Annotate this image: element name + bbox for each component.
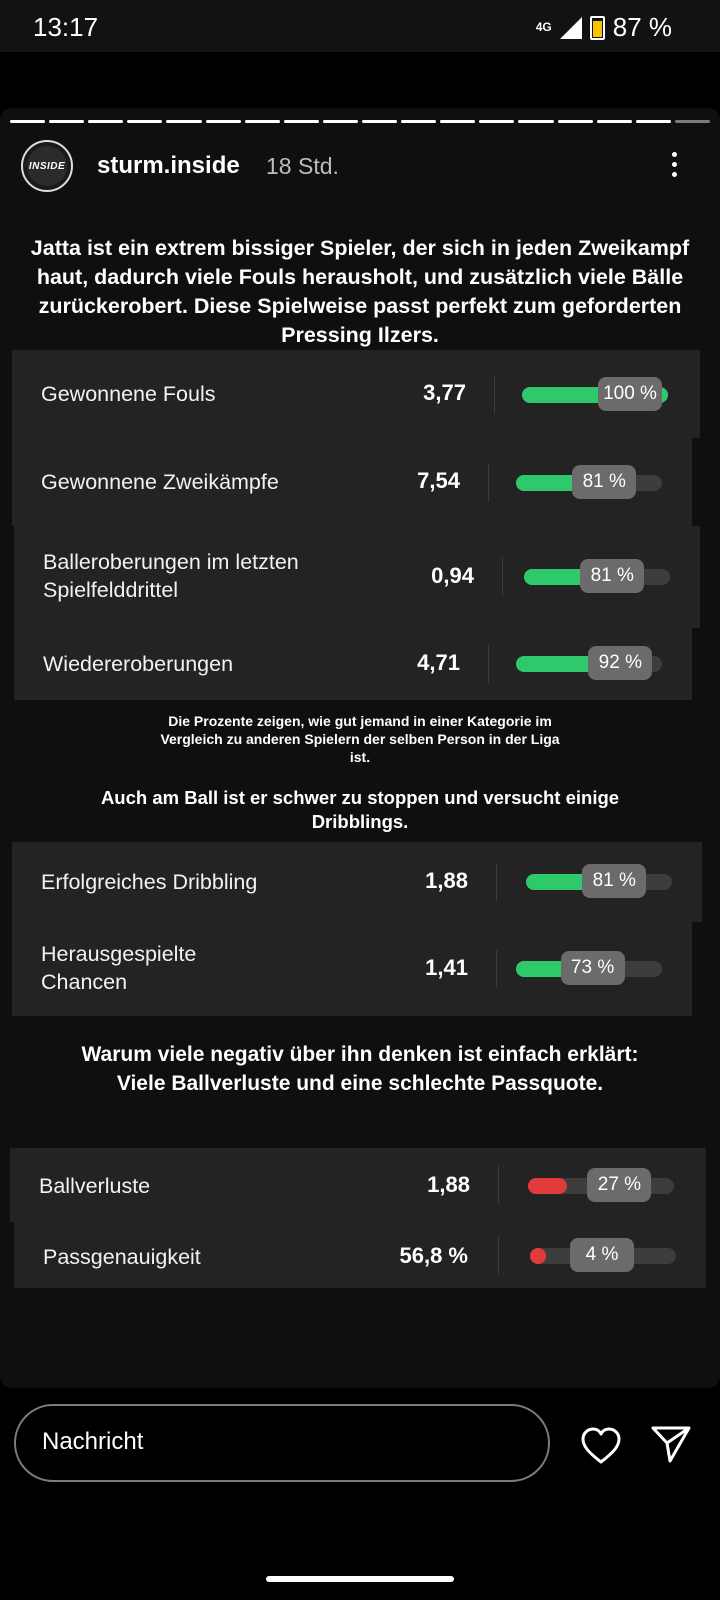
heading-negative: Warum viele negativ über ihn denken ist … <box>81 1043 639 1095</box>
divider <box>498 1166 499 1204</box>
stat-card-regains: Wiedereroberungen 4,71 92 % <box>14 628 692 700</box>
progress-segment <box>479 120 515 123</box>
heart-icon[interactable] <box>580 1426 622 1466</box>
stat-value: 7,54 <box>417 468 460 493</box>
stat-label: Erfolgreiches Dribbling <box>41 870 258 894</box>
stat-card-chances: Herausgespielte Chancen 1,41 73 % <box>12 922 692 1016</box>
divider <box>488 645 489 683</box>
progress-segment <box>283 120 319 123</box>
progress-segment <box>127 120 163 123</box>
stat-value: 3,77 <box>423 380 466 405</box>
progress-segment <box>518 120 554 123</box>
story-card[interactable]: INSIDE sturm.inside 18 Std. Jatta ist ei… <box>0 108 720 1388</box>
percentile-badge: 92 % <box>588 646 653 680</box>
percentile-bar: 73 % <box>516 951 662 985</box>
progress-segment <box>88 120 124 123</box>
percentile-bar: 4 % <box>530 1238 676 1272</box>
stat-value: 4,71 <box>417 650 460 675</box>
progress-segment <box>244 120 280 123</box>
progress-segment <box>49 120 85 123</box>
percentile-badge: 81 % <box>582 864 647 898</box>
progress-segment <box>557 120 593 123</box>
stat-card-dribbling: Erfolgreiches Dribbling 1,88 81 % <box>12 842 702 922</box>
stat-label: Herausgespielte Chancen <box>41 942 197 994</box>
divider <box>496 863 497 901</box>
stat-label: Balleroberungen im letzten Spielfelddrit… <box>43 550 299 602</box>
percentile-badge: 81 % <box>572 465 637 499</box>
percentile-bar: 92 % <box>516 646 662 680</box>
percentile-bar: 81 % <box>526 864 672 898</box>
signal-icon <box>559 16 582 39</box>
network-type: 4G <box>535 20 552 34</box>
progress-segment <box>596 120 632 123</box>
stat-value: 56,8 % <box>399 1243 469 1268</box>
progress-segment <box>440 120 476 123</box>
percentile-bar: 100 % <box>522 377 668 411</box>
status-icons: 4G 87 % <box>536 12 672 43</box>
percentile-badge: 81 % <box>580 559 645 593</box>
post-time: 18 Std. <box>266 153 339 179</box>
progress-segment <box>674 120 710 123</box>
stat-label: Gewonnene Fouls <box>41 382 216 406</box>
percentile-badge: 100 % <box>598 377 662 411</box>
story-progress <box>10 120 710 123</box>
avatar[interactable]: INSIDE <box>21 140 73 192</box>
progress-segment <box>361 120 398 123</box>
stat-label: Gewonnene Zweikämpfe <box>41 470 279 494</box>
divider <box>498 1236 499 1274</box>
percentile-badge: 27 % <box>587 1168 652 1202</box>
percentile-bar: 81 % <box>524 559 670 593</box>
message-input[interactable]: Nachricht <box>14 1404 550 1482</box>
progress-segment <box>166 120 202 123</box>
percentile-note: Die Prozente zeigen, wie gut jemand in e… <box>160 713 560 765</box>
stat-value: 0,94 <box>431 563 474 588</box>
username[interactable]: sturm.inside <box>97 152 240 179</box>
percentile-fill <box>528 1178 568 1194</box>
stat-value: 1,41 <box>425 955 468 980</box>
percentile-badge: 4 % <box>570 1238 634 1272</box>
progress-segment <box>10 120 46 123</box>
stat-value: 1,88 <box>425 868 468 893</box>
percentile-badge: 73 % <box>560 951 625 985</box>
divider <box>488 464 489 502</box>
divider <box>496 950 497 988</box>
send-icon[interactable] <box>650 1424 692 1464</box>
avatar-logo: INSIDE <box>27 146 67 186</box>
message-placeholder: Nachricht <box>42 1428 144 1455</box>
stat-label: Ballverluste <box>39 1174 151 1198</box>
stat-card-pass-accuracy: Passgenauigkeit 56,8 % 4 % <box>14 1222 706 1288</box>
progress-segment <box>635 120 671 123</box>
percentile-fill <box>530 1248 546 1264</box>
heading-pressing: Jatta ist ein extrem bissiger Spieler, d… <box>30 236 690 347</box>
more-vert-icon[interactable] <box>672 152 680 182</box>
status-time: 13:17 <box>33 12 99 42</box>
stat-card-fouls: Gewonnene Fouls 3,77 100 % <box>12 350 700 438</box>
stat-label: Passgenauigkeit <box>43 1245 201 1269</box>
progress-segment <box>401 120 437 123</box>
divider <box>502 558 503 596</box>
stat-value: 1,88 <box>427 1172 470 1197</box>
stat-card-recoveries: Balleroberungen im letzten Spielfelddrit… <box>14 526 700 628</box>
divider <box>494 376 495 414</box>
percentile-bar: 81 % <box>516 465 662 499</box>
stat-label: Wiedereroberungen <box>43 652 234 676</box>
battery-icon <box>589 15 605 40</box>
stat-card-duels: Gewonnene Zweikämpfe 7,54 81 % <box>12 438 692 526</box>
home-indicator[interactable] <box>266 1576 454 1582</box>
progress-segment <box>322 120 358 123</box>
status-bar: 13:17 4G 87 % <box>0 0 720 52</box>
heading-dribbling: Auch am Ball ist er schwer zu stoppen un… <box>100 787 620 832</box>
battery-level: 87 % <box>612 12 672 42</box>
stat-card-losses: Ballverluste 1,88 27 % <box>10 1148 706 1222</box>
percentile-bar: 27 % <box>528 1168 674 1202</box>
progress-segment <box>205 120 241 123</box>
